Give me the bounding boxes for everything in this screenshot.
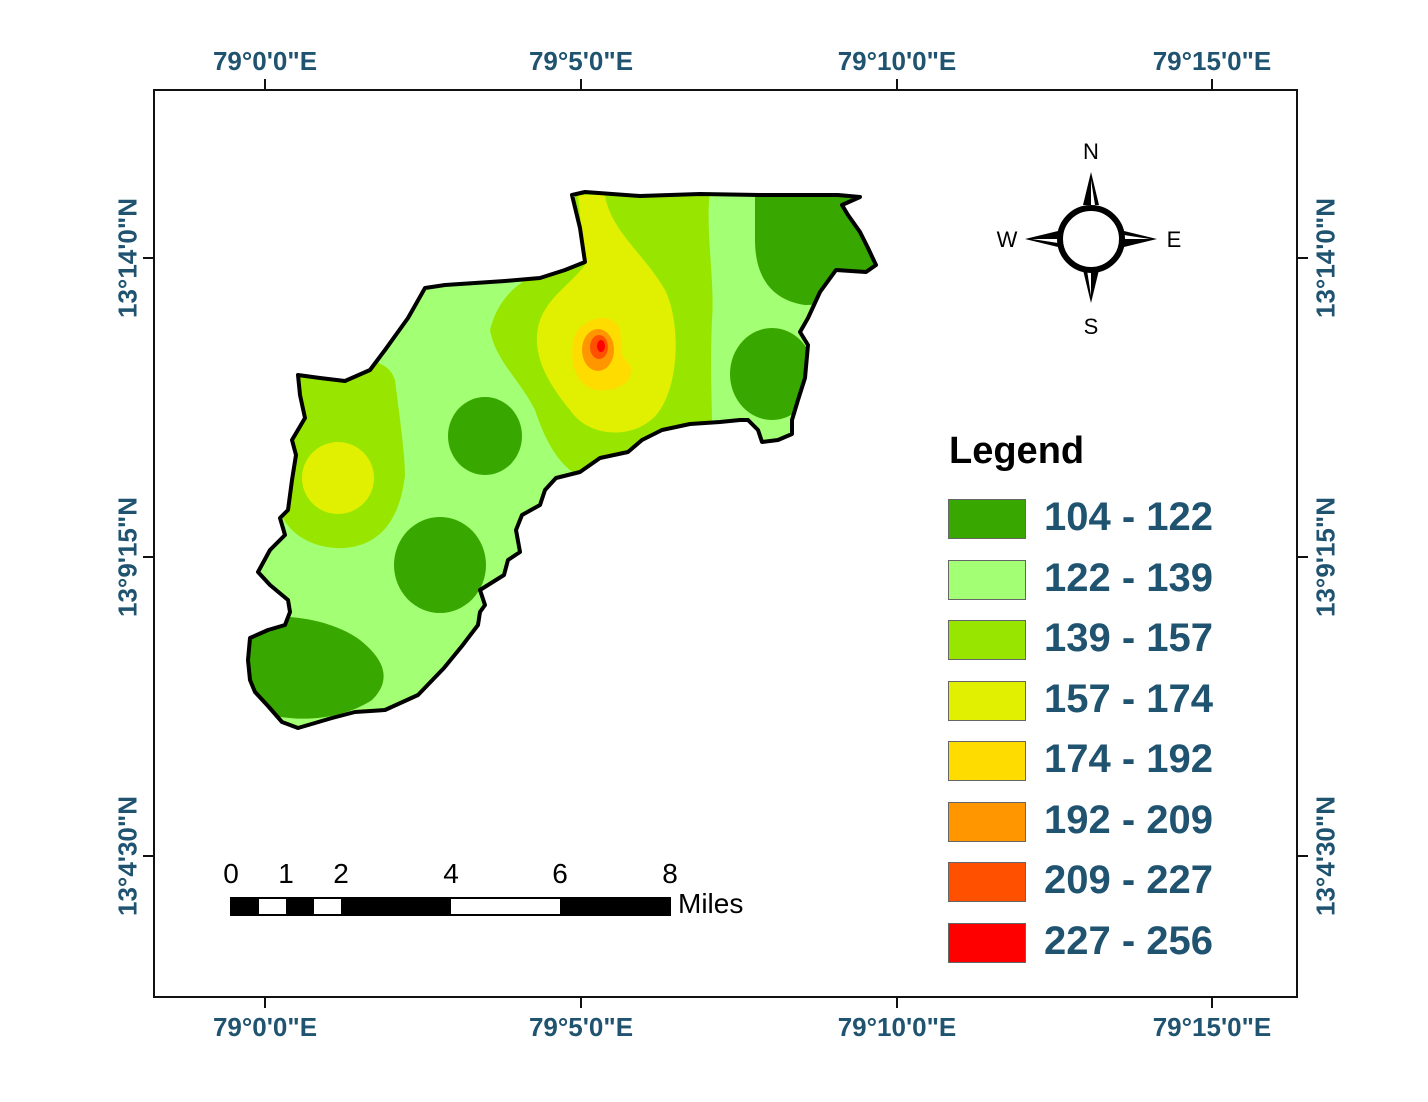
tick-mark [264,998,266,1008]
tick-mark [1298,855,1308,857]
bottom-coord-label: 79°0'0"E [212,1012,318,1042]
legend-label: 122 - 139 [1044,556,1214,600]
tick-mark [580,998,582,1008]
legend-label: 104 - 122 [1044,495,1214,539]
scale-unit-label: Miles [678,888,744,919]
zone-157-174 [302,442,374,514]
scale-bar [230,897,671,916]
legend-item: 174 - 192 [948,737,1248,783]
legend-swatch [948,681,1026,721]
legend-swatch [948,923,1026,963]
zone-157-174 [536,195,676,433]
legend-label: 209 - 227 [1044,858,1214,902]
top-coord-label: 79°15'0"E [1152,46,1272,76]
top-coord-label: 79°0'0"E [212,46,318,76]
bottom-coord-label: 79°10'0"E [837,1012,957,1042]
compass-west-label: W [996,227,1018,252]
legend-swatch [948,499,1026,539]
scale-tick-label: 8 [662,858,678,889]
legend-title: Legend [949,430,1085,472]
compass-south-label: S [1083,314,1099,339]
map-frame [153,89,1298,998]
tick-mark [264,79,266,89]
zone-104-122 [248,616,384,719]
legend-label: 192 - 209 [1044,798,1214,842]
zone-104-122 [730,328,814,420]
compass-east-label: E [1166,227,1182,252]
compass-north-label: N [1083,139,1099,164]
legend-swatch [948,741,1026,781]
tick-mark [580,79,582,89]
zone-104-122 [394,517,486,613]
legend-item: 104 - 122 [948,495,1248,541]
scale-tick-label: 1 [278,858,294,889]
scale-tick-label: 2 [333,858,349,889]
north-arrow-icon [1025,172,1157,303]
legend-swatch [948,560,1026,600]
tick-mark [143,855,153,857]
tick-mark [1211,998,1213,1008]
tick-mark [143,556,153,558]
legend-label: 157 - 174 [1044,677,1214,721]
legend-label: 174 - 192 [1044,737,1214,781]
legend-item: 157 - 174 [948,677,1248,723]
legend-label: 227 - 256 [1044,919,1214,963]
bottom-coord-label: 79°5'0"E [528,1012,634,1042]
tick-mark [896,79,898,89]
tick-mark [1298,556,1308,558]
tick-mark [896,998,898,1008]
tick-mark [1298,257,1308,259]
legend-swatch [948,862,1026,902]
legend-label: 139 - 157 [1044,616,1214,660]
legend-swatch [948,620,1026,660]
top-coord-label: 79°5'0"E [528,46,634,76]
legend-item: 227 - 256 [948,919,1248,965]
scale-tick-label: 6 [552,858,568,889]
zone-104-122 [755,192,876,305]
scale-tick-label: 0 [223,858,239,889]
scale-tick-label: 4 [443,858,459,889]
legend-item: 122 - 139 [948,556,1248,602]
zone-227-256 [597,340,605,352]
tick-mark [1211,79,1213,89]
zone-104-122 [448,397,522,475]
legend-item: 139 - 157 [948,616,1248,662]
legend-item: 209 - 227 [948,858,1248,904]
legend-swatch [948,802,1026,842]
legend-item: 192 - 209 [948,798,1248,844]
interpolation-surface [248,192,876,728]
tick-mark [143,257,153,259]
bottom-coord-label: 79°15'0"E [1152,1012,1272,1042]
top-coord-label: 79°10'0"E [837,46,957,76]
